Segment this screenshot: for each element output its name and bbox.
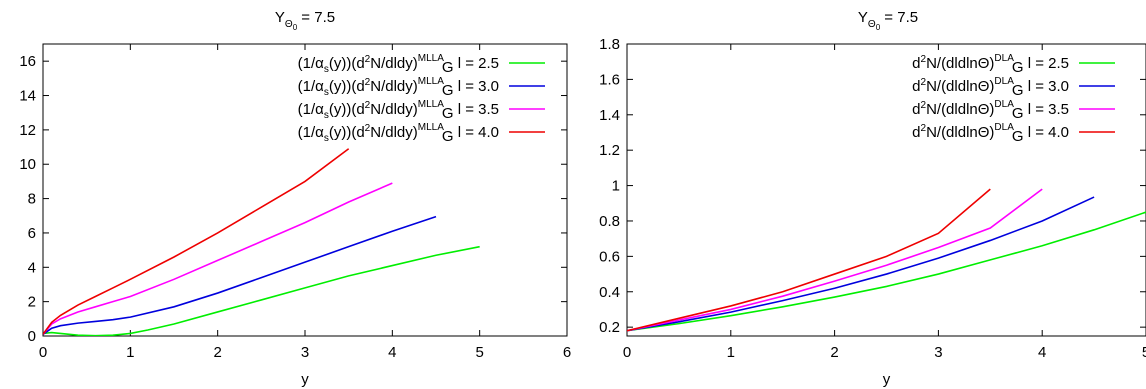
y-tick-label: 0.4 (599, 284, 620, 301)
legend-label-1: (1/αs(y))(d2N/dldy)MLLA G l = 2.5 (298, 53, 499, 76)
x-tick-label: 5 (475, 344, 483, 361)
x-tick-label: 2 (830, 344, 838, 361)
series-line-2 (627, 196, 1095, 332)
legend-label-4: (1/αs(y))(d2N/dldy)MLLA G l = 4.0 (298, 122, 499, 145)
y-tick-label: 16 (19, 53, 36, 70)
series-line-1 (627, 211, 1146, 332)
y-tick-label: 4 (28, 259, 36, 276)
legend-label-4: d2N/(dldlnΘ)DLA G l = 4.0 (912, 122, 1069, 145)
legend-label-2: d2N/(dldlnΘ)DLA G l = 3.0 (912, 76, 1069, 99)
x-tick-label: 0 (623, 344, 631, 361)
y-tick-label: 10 (19, 156, 36, 173)
x-tick-label: 6 (563, 344, 571, 361)
y-tick-label: 1 (612, 178, 620, 195)
y-tick-label: 1.6 (599, 71, 620, 88)
series-line-3 (43, 182, 393, 335)
chart-panel-2: 0 1 2 3 4 5 0.2 0.4 0.6 0.8 1 1.2 1.4 1.6 1.8 YΘ0 = 7.5… (599, 9, 1146, 388)
legend-label-3: (1/αs(y))(d2N/dldy)MLLA G l = 3.5 (298, 99, 499, 122)
x-axis-label: y (301, 371, 309, 388)
plot-frame (626, 43, 1146, 337)
series-line-3 (627, 188, 1043, 332)
x-tick-label: 0 (39, 344, 47, 361)
x-tick-label: 5 (1142, 344, 1146, 361)
series-line-4 (43, 148, 350, 335)
chart-title: YΘ0 = 7.5 (275, 9, 335, 32)
chart-title: YΘ0 = 7.5 (858, 9, 918, 32)
x-tick-label: 4 (388, 344, 396, 361)
y-tick-label: 12 (19, 122, 36, 139)
series-line-4 (627, 188, 991, 332)
series-line-1 (43, 245, 480, 336)
x-tick-label: 3 (301, 344, 309, 361)
legend-label-2: (1/αs(y))(d2N/dldy)MLLA G l = 3.0 (298, 76, 499, 99)
x-tick-label: 2 (213, 344, 221, 361)
y-tick-label: 0.2 (599, 319, 620, 336)
y-tick-label: 8 (28, 191, 36, 208)
x-tick-label: 1 (126, 344, 134, 361)
x-tick-label: 4 (1038, 344, 1046, 361)
y-tick-label: 14 (19, 88, 36, 105)
series-line-2 (43, 215, 437, 335)
y-tick-label: 1.4 (599, 107, 620, 124)
x-tick-label: 1 (727, 344, 735, 361)
y-tick-label: 0.8 (599, 213, 620, 230)
y-tick-label: 6 (28, 225, 36, 242)
legend-label-3: d2N/(dldlnΘ)DLA G l = 3.5 (912, 99, 1069, 122)
y-tick-label: 1.8 (599, 36, 620, 53)
y-tick-label: 2 (28, 294, 36, 311)
y-tick-label: 0.6 (599, 248, 620, 265)
x-tick-label: 3 (934, 344, 942, 361)
y-tick-label: 0 (28, 328, 36, 345)
y-tick-label: 1.2 (599, 142, 620, 159)
x-axis-label: y (883, 371, 891, 388)
legend-label-1: d2N/(dldlnΘ)DLA G l = 2.5 (912, 53, 1069, 76)
